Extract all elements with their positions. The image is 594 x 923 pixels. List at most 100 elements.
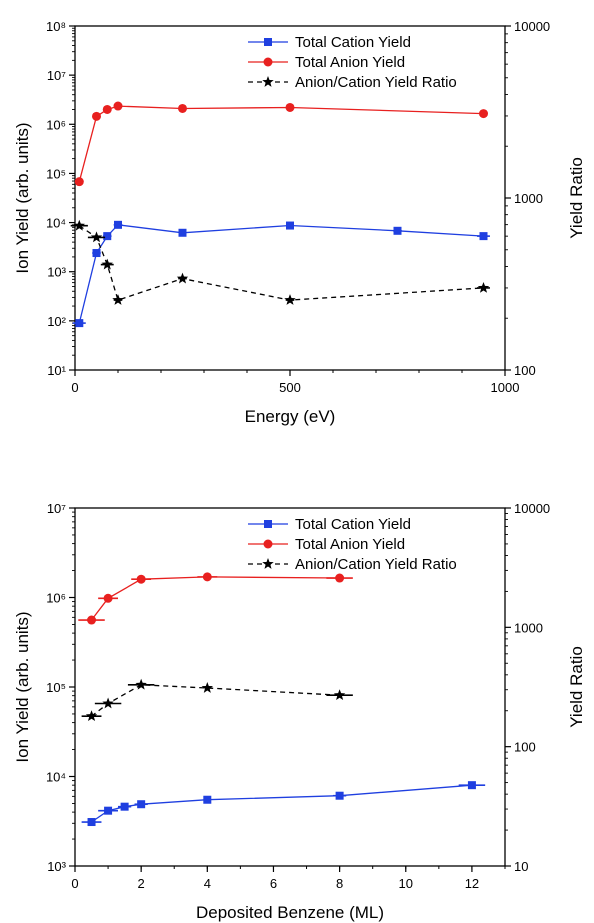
data-point <box>284 294 296 305</box>
legend-entry: Total Anion Yield <box>248 536 405 553</box>
data-point <box>120 802 129 811</box>
y-tick-label: 10² <box>47 314 66 329</box>
data-point <box>136 574 146 584</box>
panel-deposited-benzene: 0 2 4 6 8 10 12 10³ 10⁴ 10⁵ 10⁶ 10⁷ 10 100 1000 10000 De… <box>13 501 586 922</box>
data-point <box>202 572 212 582</box>
y-tick-label: 10⁶ <box>46 591 66 606</box>
data-point <box>178 103 187 113</box>
series-line <box>78 224 484 324</box>
y-tick-label: 10⁶ <box>46 117 66 132</box>
data-point <box>101 258 113 270</box>
data-point <box>479 232 488 241</box>
y-tick-label: 10⁴ <box>46 770 66 785</box>
data-point <box>92 249 101 258</box>
y-tick-label: 10⁸ <box>46 19 66 34</box>
data-point <box>137 800 146 809</box>
legend-marker <box>264 520 272 528</box>
series-1 <box>74 101 488 187</box>
data-point <box>102 104 112 114</box>
y-tick-label: 10⁷ <box>47 501 66 516</box>
data-point <box>135 678 147 690</box>
data-point <box>176 272 189 284</box>
x-tick-label: 500 <box>279 380 301 395</box>
x-tick-label: 2 <box>138 876 145 891</box>
x-tick-label: 12 <box>465 876 479 891</box>
data-point <box>74 177 84 187</box>
x-tick-label: 6 <box>270 876 277 891</box>
data-point <box>178 228 187 237</box>
legend-label: Total Anion Yield <box>295 536 405 553</box>
data-point <box>113 101 123 111</box>
y2-tick-label: 1000 <box>514 191 543 206</box>
x-axis-label: Deposited Benzene (ML) <box>196 903 384 922</box>
x-tick-label: 0 <box>71 876 78 891</box>
y-tick-label: 10⁴ <box>46 216 66 231</box>
data-point <box>92 111 101 121</box>
legend-entry: Total Cation Yield <box>248 34 411 51</box>
y2-axis-label: Yield Ratio <box>567 157 586 239</box>
data-point <box>335 791 344 800</box>
data-point <box>104 806 113 815</box>
legend-entry: Anion/Cation Yield Ratio <box>248 556 457 573</box>
legend-label: Total Anion Yield <box>295 54 405 71</box>
series-line <box>91 684 340 717</box>
y-tick-label: 10⁷ <box>47 68 66 83</box>
x-tick-label: 10 <box>399 876 413 891</box>
series-line <box>90 576 340 621</box>
y2-tick-label: 10 <box>514 859 528 874</box>
y2-tick-label: 10000 <box>514 19 550 34</box>
y2-axis-label: Yield Ratio <box>567 646 586 728</box>
data-point <box>103 232 112 241</box>
legend-entry: Total Cation Yield <box>248 516 411 533</box>
x-axis-label: Energy (eV) <box>245 407 336 426</box>
legend-label: Anion/Cation Yield Ratio <box>295 74 457 91</box>
data-point <box>479 109 488 119</box>
data-point <box>85 710 98 722</box>
y-axis-label: Ion Yield (arb. units) <box>13 611 32 762</box>
series-0 <box>81 781 486 827</box>
x-tick-label: 8 <box>336 876 343 891</box>
panel-energy: 0 500 1000 10¹ 10² 10³ 10⁴ 10⁵ 10⁶ 10⁷ 10⁸ 100 1000 1… <box>13 19 586 426</box>
series-2 <box>81 678 353 722</box>
series-1 <box>78 572 353 625</box>
data-point <box>112 294 124 305</box>
y-tick-label: 10¹ <box>47 363 66 378</box>
series-line <box>78 105 484 182</box>
data-point <box>201 682 214 693</box>
x-tick-label: 1000 <box>491 380 520 395</box>
y2-tick-label: 1000 <box>514 620 543 635</box>
series-line <box>91 784 472 823</box>
y-tick-label: 10³ <box>47 265 66 280</box>
x-tick-label: 4 <box>204 876 211 891</box>
data-point <box>285 102 295 112</box>
legend-label: Total Cation Yield <box>295 34 411 51</box>
series-line <box>78 225 484 301</box>
legend-marker <box>262 76 274 87</box>
data-point <box>103 593 113 603</box>
data-point <box>73 219 86 231</box>
y2-tick-label: 10000 <box>514 501 550 516</box>
y2-tick-label: 100 <box>514 363 536 378</box>
y2-tick-label: 100 <box>514 740 536 755</box>
data-point <box>102 697 114 709</box>
data-point <box>75 319 84 328</box>
legend-marker <box>263 57 273 67</box>
data-point <box>333 689 346 701</box>
y-tick-label: 10⁵ <box>46 166 66 181</box>
data-point <box>87 818 96 827</box>
data-point <box>203 795 212 804</box>
legend-label: Total Cation Yield <box>295 516 411 533</box>
legend-marker <box>264 38 272 46</box>
data-point <box>286 221 294 230</box>
legend-entry: Total Anion Yield <box>248 54 405 71</box>
legend-label: Anion/Cation Yield Ratio <box>295 556 457 573</box>
data-point <box>87 615 97 625</box>
series-0 <box>72 220 490 328</box>
legend-marker <box>262 558 274 569</box>
data-point <box>90 231 103 243</box>
y-axis-label: Ion Yield (arb. units) <box>13 122 32 273</box>
data-point <box>393 226 402 235</box>
data-point <box>335 573 345 583</box>
y-tick-label: 10⁵ <box>46 680 66 695</box>
